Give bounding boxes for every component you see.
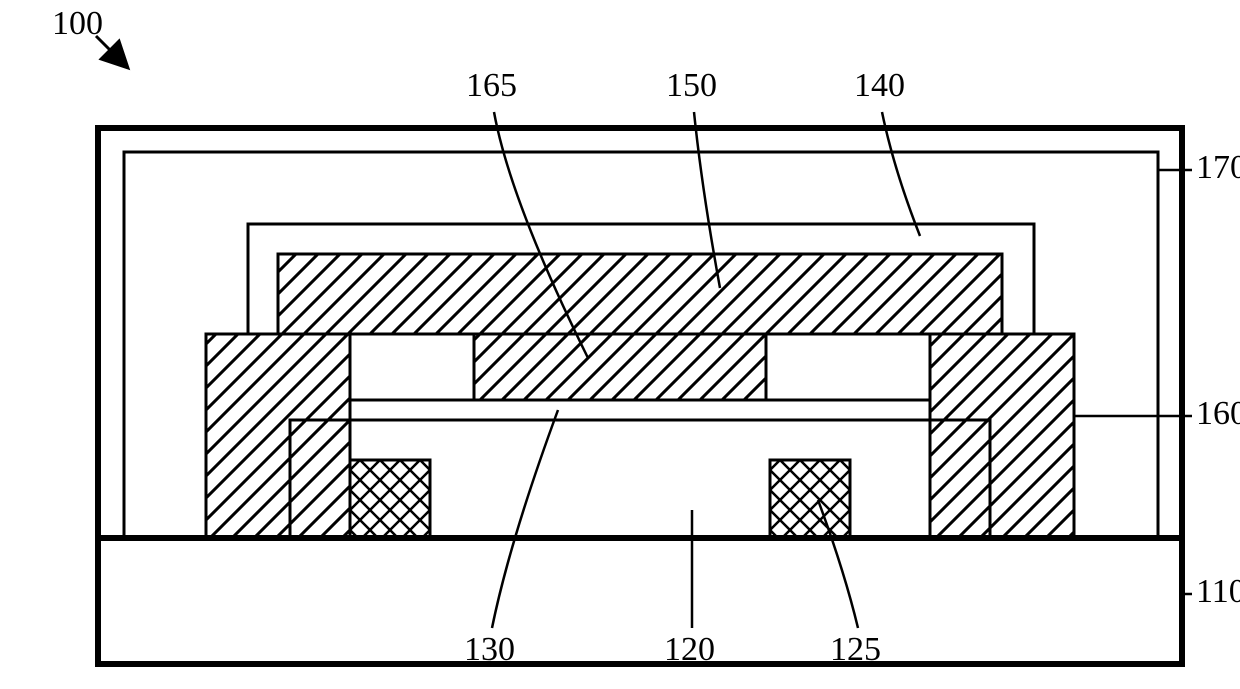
- label-165: 165: [466, 67, 517, 104]
- layer-150: [278, 254, 1002, 334]
- label-150: 150: [666, 67, 717, 104]
- label-170: 170: [1196, 149, 1240, 186]
- label-125: 125: [830, 631, 881, 668]
- layer-125-right: [770, 460, 850, 538]
- label-110: 110: [1196, 573, 1240, 610]
- layer-125-left: [350, 460, 430, 538]
- label-130: 130: [464, 631, 515, 668]
- label-120: 120: [664, 631, 715, 668]
- label-160: 160: [1196, 395, 1240, 432]
- layer-110-base: [98, 538, 1182, 664]
- device-cross-section-diagram: 100 165 150 140 170 160 110 130 120 125: [0, 0, 1240, 689]
- layer-160-right: [930, 334, 1074, 538]
- layer-130: [350, 400, 930, 420]
- layer-160-left: [206, 334, 350, 538]
- label-140: 140: [854, 67, 905, 104]
- layer-165: [474, 334, 766, 400]
- label-100: 100: [52, 5, 103, 42]
